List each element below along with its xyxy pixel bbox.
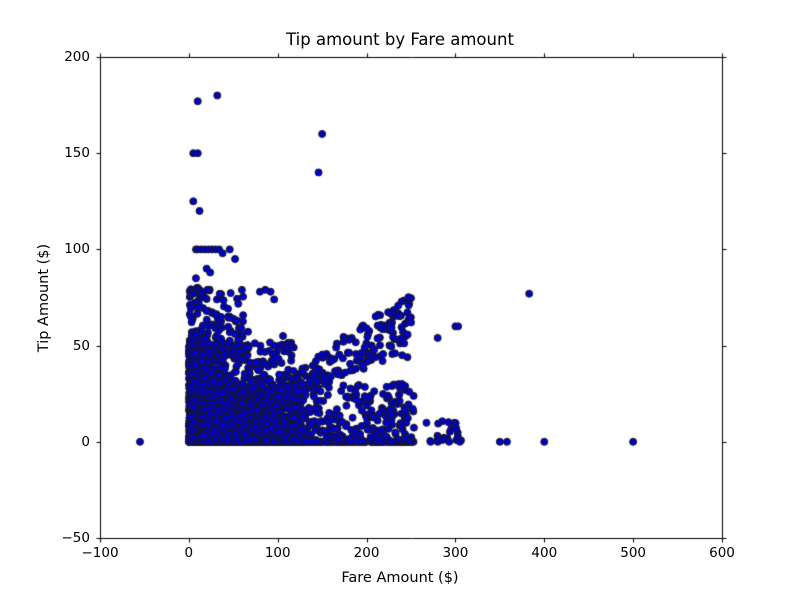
chart-figure: Tip amount by Fare amount Fare Amount ($… <box>0 0 800 600</box>
scatter-plot-canvas <box>0 0 800 600</box>
